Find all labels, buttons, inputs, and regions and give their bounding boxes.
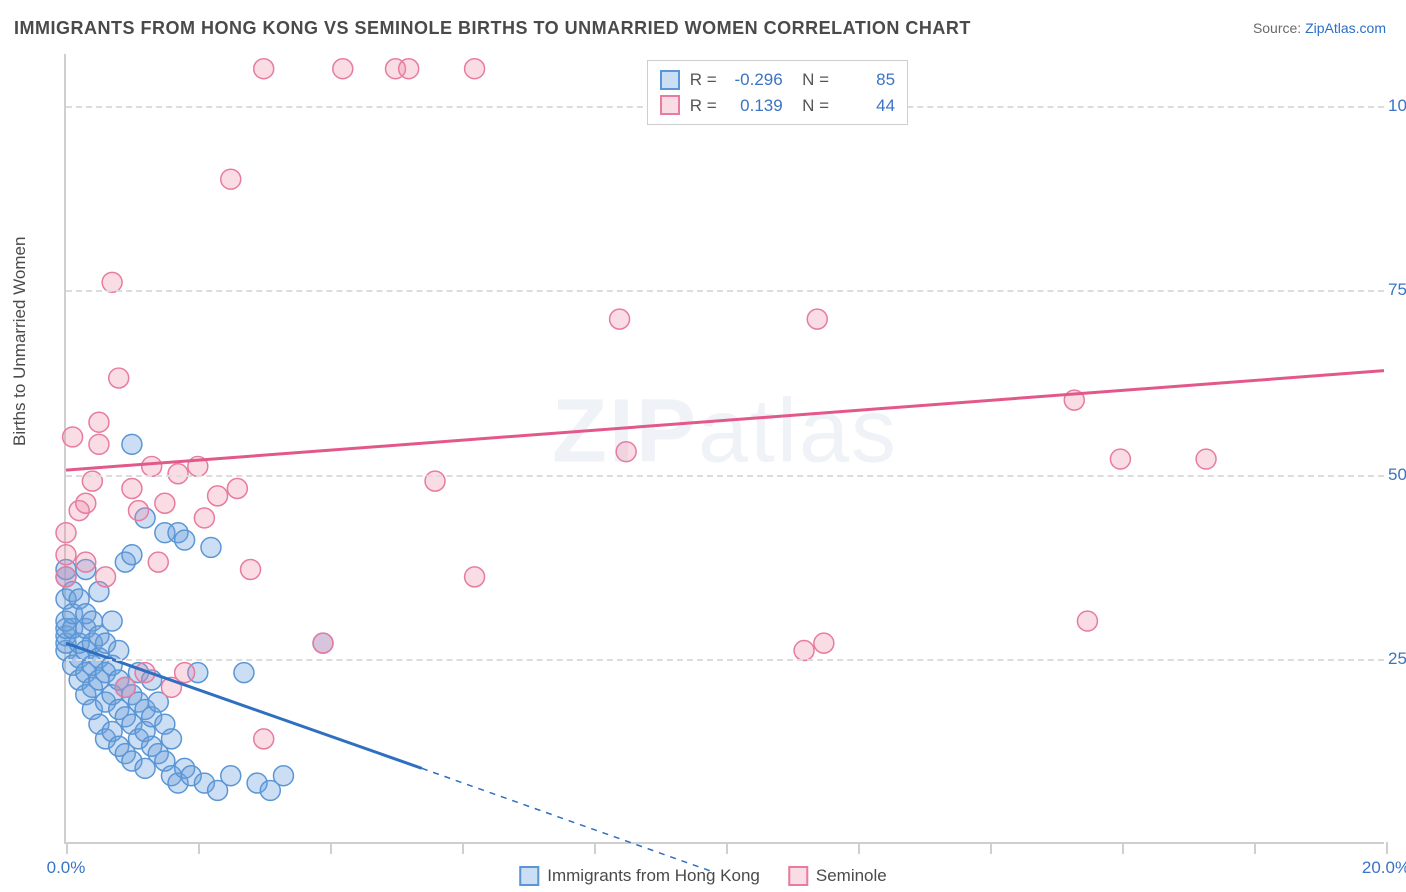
x-tick: [594, 842, 596, 854]
data-point: [234, 663, 254, 683]
chart-title: IMMIGRANTS FROM HONG KONG VS SEMINOLE BI…: [14, 18, 971, 39]
data-point: [96, 567, 116, 587]
legend-n-value: 44: [839, 93, 895, 119]
data-point: [273, 766, 293, 786]
data-point: [76, 552, 96, 572]
source-attribution: Source: ZipAtlas.com: [1253, 20, 1386, 36]
data-point: [254, 729, 274, 749]
x-tick: [1122, 842, 1124, 854]
data-point: [807, 309, 827, 329]
legend-n-label: N =: [793, 93, 829, 119]
data-point: [254, 59, 274, 79]
gridline: [66, 475, 1384, 477]
data-point: [89, 434, 109, 454]
data-point: [155, 493, 175, 513]
x-tick: [330, 842, 332, 854]
y-tick-label: 25.0%: [1388, 649, 1406, 669]
legend-swatch: [660, 95, 680, 115]
data-point: [333, 59, 353, 79]
legend-r-label: R =: [690, 93, 717, 119]
data-point: [142, 456, 162, 476]
data-point: [227, 479, 247, 499]
trend-line: [66, 371, 1384, 470]
data-point: [161, 729, 181, 749]
legend-correlation: R = -0.296 N = 85 R = 0.139 N = 44: [647, 60, 908, 125]
source-label: Source:: [1253, 20, 1301, 36]
data-point: [465, 59, 485, 79]
data-point: [1196, 449, 1216, 469]
data-point: [109, 641, 129, 661]
data-point: [221, 169, 241, 189]
legend-r-value: -0.296: [727, 67, 783, 93]
y-tick-label: 75.0%: [1388, 280, 1406, 300]
legend-swatch: [660, 70, 680, 90]
x-tick-label: 20.0%: [1362, 858, 1406, 878]
data-point: [109, 368, 129, 388]
legend-n-label: N =: [793, 67, 829, 93]
x-tick: [1254, 842, 1256, 854]
legend-series-label: Immigrants from Hong Kong: [547, 866, 760, 886]
legend-series-label: Seminole: [816, 866, 887, 886]
data-point: [56, 523, 76, 543]
legend-series: Immigrants from Hong Kong Seminole: [519, 866, 886, 886]
legend-correlation-row: R = 0.139 N = 44: [660, 93, 895, 119]
data-point: [794, 641, 814, 661]
y-tick-label: 100.0%: [1388, 96, 1406, 116]
data-point: [175, 530, 195, 550]
data-point: [168, 464, 188, 484]
data-point: [194, 508, 214, 528]
data-point: [175, 663, 195, 683]
x-tick: [198, 842, 200, 854]
legend-series-item: Seminole: [788, 866, 887, 886]
y-axis-title: Births to Unmarried Women: [10, 237, 30, 446]
data-point: [616, 442, 636, 462]
data-point: [89, 412, 109, 432]
legend-swatch: [788, 866, 808, 886]
plot-svg: [66, 54, 1384, 842]
data-point: [1077, 611, 1097, 631]
data-point: [1110, 449, 1130, 469]
data-point: [122, 545, 142, 565]
x-tick: [858, 842, 860, 854]
data-point: [241, 560, 261, 580]
x-tick-label: 0.0%: [47, 858, 86, 878]
data-point: [221, 766, 241, 786]
data-point: [610, 309, 630, 329]
legend-n-value: 85: [839, 67, 895, 93]
data-point: [115, 677, 135, 697]
x-tick: [462, 842, 464, 854]
x-tick: [66, 842, 68, 854]
legend-series-item: Immigrants from Hong Kong: [519, 866, 760, 886]
gridline: [66, 290, 1384, 292]
legend-swatch: [519, 866, 539, 886]
data-point: [56, 545, 76, 565]
plot-area: ZIPatlas 25.0%50.0%75.0%100.0%0.0%20.0%: [64, 54, 1384, 844]
chart-container: IMMIGRANTS FROM HONG KONG VS SEMINOLE BI…: [0, 0, 1406, 892]
data-point: [122, 434, 142, 454]
trend-line-dashed: [422, 768, 712, 871]
x-tick: [1386, 842, 1388, 854]
data-point: [122, 479, 142, 499]
x-tick: [990, 842, 992, 854]
data-point: [814, 633, 834, 653]
data-point: [129, 501, 149, 521]
data-point: [201, 537, 221, 557]
data-point: [465, 567, 485, 587]
legend-correlation-row: R = -0.296 N = 85: [660, 67, 895, 93]
data-point: [76, 493, 96, 513]
y-tick-label: 50.0%: [1388, 465, 1406, 485]
data-point: [56, 567, 76, 587]
legend-r-value: 0.139: [727, 93, 783, 119]
gridline: [66, 659, 1384, 661]
data-point: [313, 633, 333, 653]
x-tick: [726, 842, 728, 854]
data-point: [63, 427, 83, 447]
data-point: [102, 611, 122, 631]
data-point: [148, 552, 168, 572]
source-link[interactable]: ZipAtlas.com: [1305, 20, 1386, 36]
data-point: [399, 59, 419, 79]
legend-r-label: R =: [690, 67, 717, 93]
data-point: [208, 486, 228, 506]
